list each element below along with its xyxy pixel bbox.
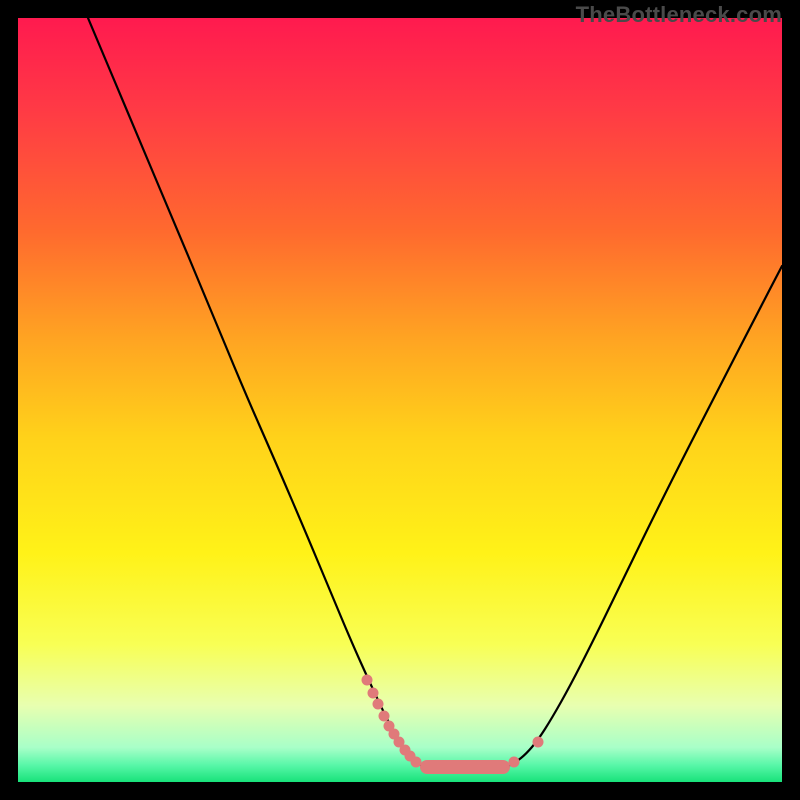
plot-area [18, 18, 782, 782]
marker-dot [509, 757, 520, 768]
marker-dot [379, 711, 390, 722]
marker-dot [373, 699, 384, 710]
watermark-text: TheBottleneck.com [576, 2, 782, 28]
bottom-pill-marker [420, 760, 510, 774]
marker-dot [411, 757, 422, 768]
bottleneck-curve [18, 18, 782, 782]
marker-cluster [362, 675, 544, 775]
marker-dot [362, 675, 373, 686]
chart-frame: TheBottleneck.com [0, 0, 800, 800]
marker-dot [533, 737, 544, 748]
v-curve-path [88, 18, 782, 767]
marker-dot [368, 688, 379, 699]
